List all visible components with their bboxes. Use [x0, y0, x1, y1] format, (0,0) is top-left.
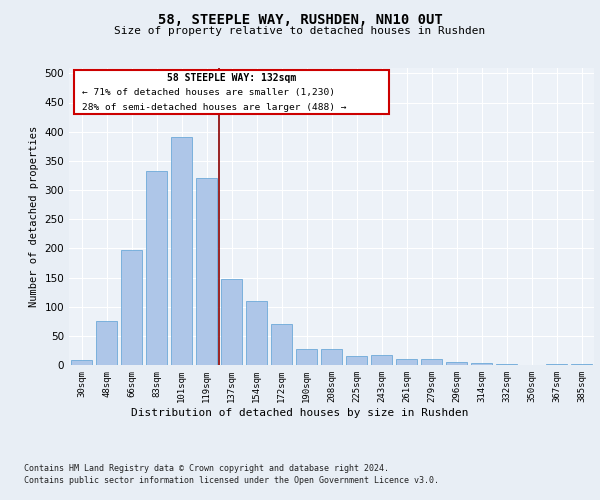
Bar [271, 324, 292, 365]
Text: 58 STEEPLE WAY: 132sqm: 58 STEEPLE WAY: 132sqm [167, 74, 296, 84]
FancyBboxPatch shape [74, 70, 389, 114]
Text: Size of property relative to detached houses in Rushden: Size of property relative to detached ho… [115, 26, 485, 36]
Bar [446, 362, 467, 365]
Bar [321, 348, 342, 365]
Bar [471, 363, 492, 365]
Bar [546, 364, 567, 365]
Bar [96, 322, 117, 365]
Text: ← 71% of detached houses are smaller (1,230): ← 71% of detached houses are smaller (1,… [82, 88, 335, 98]
Text: Distribution of detached houses by size in Rushden: Distribution of detached houses by size … [131, 408, 469, 418]
Bar [571, 364, 592, 365]
Bar [421, 359, 442, 365]
Bar [146, 171, 167, 365]
Bar [121, 250, 142, 365]
Y-axis label: Number of detached properties: Number of detached properties [29, 126, 39, 307]
Text: 28% of semi-detached houses are larger (488) →: 28% of semi-detached houses are larger (… [82, 103, 347, 112]
Text: Contains public sector information licensed under the Open Government Licence v3: Contains public sector information licen… [24, 476, 439, 485]
Bar [196, 178, 217, 365]
Bar [496, 364, 517, 365]
Text: Contains HM Land Registry data © Crown copyright and database right 2024.: Contains HM Land Registry data © Crown c… [24, 464, 389, 473]
Bar [246, 301, 267, 365]
Text: 58, STEEPLE WAY, RUSHDEN, NN10 0UT: 58, STEEPLE WAY, RUSHDEN, NN10 0UT [158, 12, 442, 26]
Bar [371, 354, 392, 365]
Bar [221, 278, 242, 365]
Bar [296, 348, 317, 365]
Bar [171, 138, 192, 365]
Bar [346, 356, 367, 365]
Bar [71, 360, 92, 365]
Bar [396, 359, 417, 365]
